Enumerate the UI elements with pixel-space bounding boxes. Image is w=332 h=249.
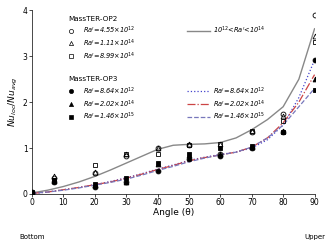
Text: $Ra'$=8.64×10$^{12}$: $Ra'$=8.64×10$^{12}$ [83, 85, 135, 97]
Text: $Ra'$=2.02×10$^{14}$: $Ra'$=2.02×10$^{14}$ [213, 98, 265, 110]
Text: $Ra'$=8.64×10$^{12}$: $Ra'$=8.64×10$^{12}$ [213, 85, 265, 97]
X-axis label: Angle (θ): Angle (θ) [153, 208, 194, 217]
Text: $Ra'$=4.55×10$^{12}$: $Ra'$=4.55×10$^{12}$ [83, 25, 135, 36]
Text: $Ra'$=2.02×10$^{14}$: $Ra'$=2.02×10$^{14}$ [83, 98, 135, 110]
Text: $Ra'$=1.11×10$^{14}$: $Ra'$=1.11×10$^{14}$ [83, 38, 135, 49]
Text: 10$^{12}$<$Ra'$<10$^{14}$: 10$^{12}$<$Ra'$<10$^{14}$ [213, 25, 265, 36]
Text: Bottom: Bottom [19, 234, 44, 240]
Text: $Ra'$=1.46×10$^{15}$: $Ra'$=1.46×10$^{15}$ [213, 111, 265, 123]
Text: MassTER-OP3: MassTER-OP3 [69, 76, 118, 82]
Text: Upper: Upper [304, 234, 325, 240]
Text: $Ra'$=1.46×10$^{15}$: $Ra'$=1.46×10$^{15}$ [83, 111, 135, 123]
Text: MassTER-OP2: MassTER-OP2 [69, 16, 118, 22]
Y-axis label: $\mathit{Nu_{loc}/Nu_{avg}}$: $\mathit{Nu_{loc}/Nu_{avg}}$ [7, 77, 20, 127]
Text: $Ra'$=8.99×10$^{14}$: $Ra'$=8.99×10$^{14}$ [83, 51, 135, 62]
